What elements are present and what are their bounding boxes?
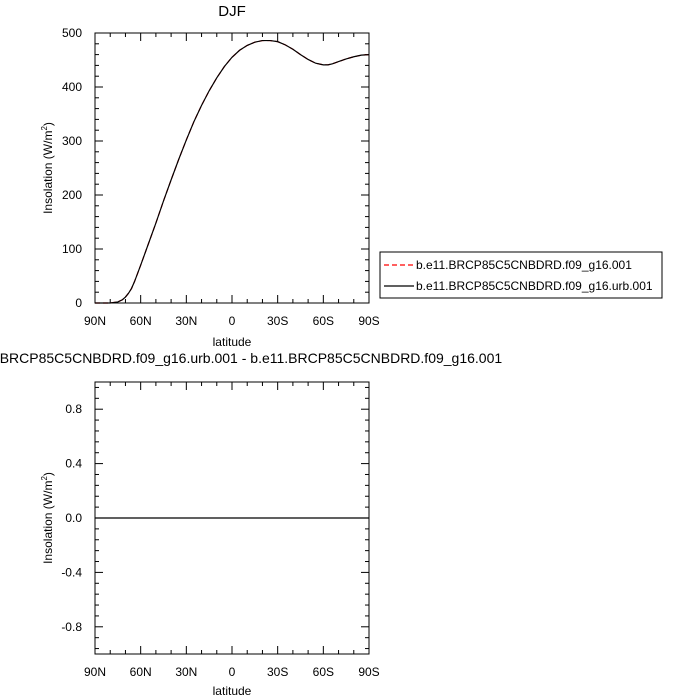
top-y-tick-label: 400: [62, 80, 82, 94]
top-y-tick-label: 300: [62, 134, 82, 148]
top-x-axis-label: latitude: [213, 335, 252, 349]
bottom-x-tick-labels: 90N 60N 30N 0 30S 60S 90S: [84, 665, 380, 679]
bottom-y-tick-labels: -0.8 -0.4 0.0 0.4 0.8: [61, 402, 82, 634]
top-y-tick-label: 500: [62, 26, 82, 40]
top-x-tick-label: 90N: [84, 314, 106, 328]
top-y-tick-label: 100: [62, 242, 82, 256]
bot-x-tick-label: 60N: [130, 665, 152, 679]
bottom-ticks: [94, 382, 370, 654]
top-y-axis-label-tail: ): [41, 122, 55, 126]
bot-x-tick-label: 0: [229, 665, 236, 679]
bot-y-tick-label: -0.4: [61, 565, 82, 579]
bottom-y-axis-label-main: Insolation (W/m: [41, 481, 55, 564]
top-x-tick-label: 60N: [130, 314, 152, 328]
bot-x-tick-label: 30N: [175, 665, 197, 679]
bottom-y-axis-label: Insolation (W/m2): [40, 472, 55, 564]
bottom-plot-frame: [94, 381, 370, 655]
top-panel: DJF 90N 60N 30N 0 30S 60S 90S 0 100 200 300 400 500…: [40, 3, 380, 349]
top-plot-frame: [94, 32, 370, 304]
top-series-line-1: [95, 39, 370, 304]
bot-y-tick-label: -0.8: [61, 620, 82, 634]
bottom-panel: b.e11.BRCP85C5CNBDRD.f09_g16.urb.001 - b…: [0, 350, 502, 698]
bot-y-tick-label: 0.8: [65, 402, 82, 416]
legend: b.e11.BRCP85C5CNBDRD.f09_g16.001 b.e11.B…: [379, 251, 663, 299]
top-x-tick-labels: 90N 60N 30N 0 30S 60S 90S: [84, 314, 380, 328]
bot-y-tick-label: 0.4: [65, 457, 82, 471]
top-series-line-2: [95, 39, 370, 304]
top-y-tick-label: 200: [62, 188, 82, 202]
bottom-chart-title: b.e11.BRCP85C5CNBDRD.f09_g16.urb.001 - b…: [0, 350, 502, 366]
legend-label-series-2: b.e11.BRCP85C5CNBDRD.f09_g16.urb.001: [416, 279, 653, 293]
bot-x-tick-label: 90N: [84, 665, 106, 679]
bottom-y-axis-label-tail: ): [41, 472, 55, 476]
bot-x-tick-label: 90S: [358, 665, 379, 679]
bot-y-tick-label: 0.0: [65, 511, 82, 525]
top-y-tick-label: 0: [75, 296, 82, 310]
bottom-y-axis-label-sup: 2: [40, 476, 49, 481]
top-y-axis-label-sup: 2: [40, 126, 49, 131]
top-ticks: [94, 32, 370, 304]
top-series: [95, 39, 370, 304]
bot-x-tick-label: 60S: [313, 665, 334, 679]
top-chart-title: DJF: [218, 3, 246, 20]
top-y-axis-label: Insolation (W/m2): [40, 122, 55, 214]
legend-label-series-1: b.e11.BRCP85C5CNBDRD.f09_g16.001: [416, 258, 632, 272]
top-x-tick-label: 30S: [267, 314, 288, 328]
legend-box: [379, 251, 663, 299]
top-x-tick-label: 60S: [313, 314, 334, 328]
top-x-tick-label: 30N: [175, 314, 197, 328]
top-x-tick-label: 90S: [358, 314, 379, 328]
bot-x-tick-label: 30S: [267, 665, 288, 679]
top-x-tick-label: 0: [229, 314, 236, 328]
top-y-axis-label-main: Insolation (W/m: [41, 131, 55, 214]
bottom-x-axis-label: latitude: [213, 684, 252, 698]
top-y-tick-labels: 0 100 200 300 400 500: [62, 26, 82, 310]
